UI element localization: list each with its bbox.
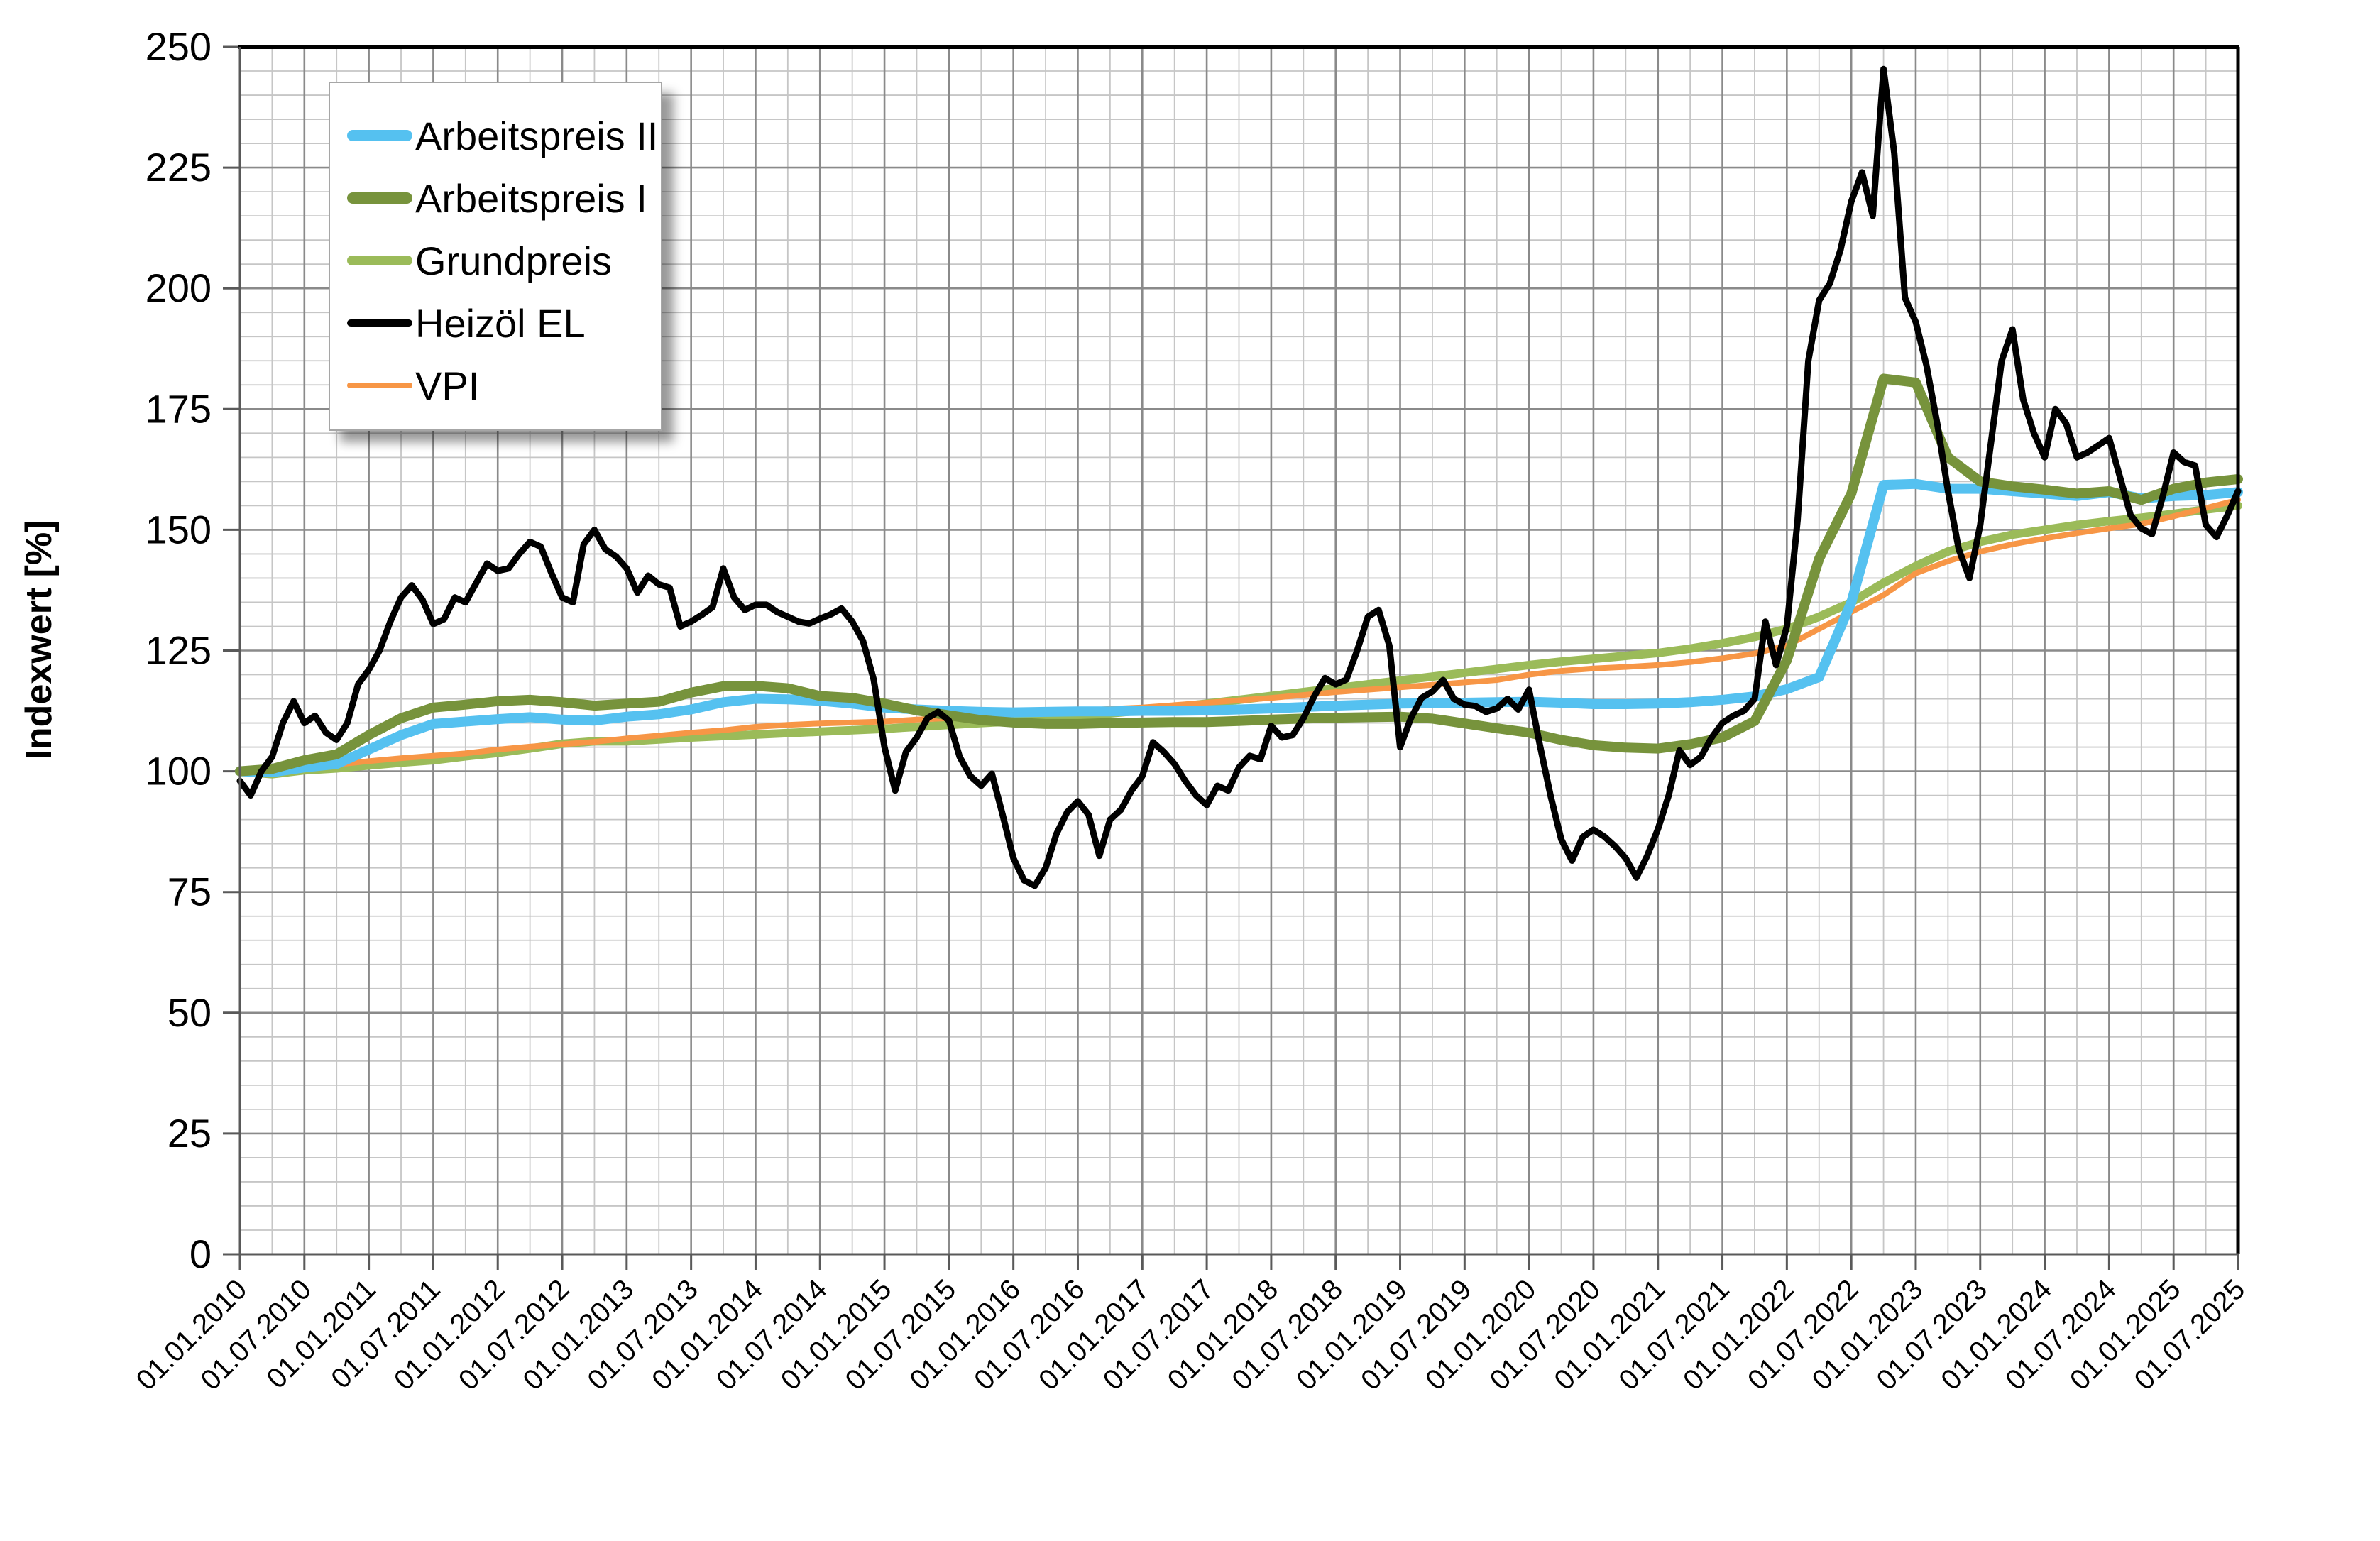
y-tick-label: 200: [146, 265, 212, 310]
legend-label: VPI: [415, 363, 480, 408]
legend-swatch-arbeitspreis-i-icon: [347, 192, 412, 204]
y-tick-label: 250: [146, 24, 212, 69]
legend-swatch-heizoel-el-icon: [347, 319, 412, 327]
y-tick-label: 150: [146, 507, 212, 552]
legend-label: Arbeitspreis II: [415, 113, 659, 158]
y-tick-label: 175: [146, 386, 212, 431]
legend-label: Arbeitspreis I: [415, 175, 647, 221]
y-tick-labels: 0 25 50 75 100 125 150 175 200 225 250: [146, 24, 212, 1276]
legend-item-grundpreis: Grundpreis: [347, 229, 661, 292]
series-line-arbeitspreis-i: [235, 373, 2243, 777]
y-tick-label: 225: [146, 145, 212, 190]
y-tick-label: 0: [190, 1232, 212, 1276]
series-lines: [235, 65, 2243, 889]
legend-label: Grundpreis: [415, 238, 613, 283]
legend-swatch-arbeitspreis-ii-icon: [347, 130, 412, 141]
axis-ticks: [223, 45, 2239, 1270]
legend-item-heizoel-el: Heizöl EL: [347, 292, 661, 354]
series-line-arbeitspreis-ii: [235, 478, 2243, 777]
y-tick-label: 25: [168, 1111, 212, 1156]
legend: Arbeitspreis II Arbeitspreis I Grundprei…: [329, 82, 662, 431]
legend-item-arbeitspreis-ii: Arbeitspreis II: [347, 104, 661, 167]
legend-label: Heizöl EL: [415, 300, 586, 346]
series-line-heiz-l-el: [236, 65, 2242, 889]
legend-item-arbeitspreis-i: Arbeitspreis I: [347, 167, 661, 229]
legend-swatch-vpi-icon: [347, 383, 412, 388]
plot-border: [238, 45, 2240, 1256]
legend-swatch-grundpreis-icon: [347, 256, 412, 265]
y-tick-label: 125: [146, 628, 212, 673]
y-axis-title: Indexwert [%]: [18, 520, 60, 759]
series-line-vpi: [237, 497, 2241, 774]
y-tick-label: 100: [146, 749, 212, 794]
y-tick-label: 50: [168, 990, 212, 1035]
y-axis-title-group: Indexwert [%]: [18, 520, 60, 759]
legend-item-vpi: VPI: [347, 354, 661, 417]
x-tick-labels: 01.01.201001.07.201001.01.201101.07.2011…: [131, 1273, 2252, 1396]
y-tick-label: 75: [168, 870, 212, 914]
